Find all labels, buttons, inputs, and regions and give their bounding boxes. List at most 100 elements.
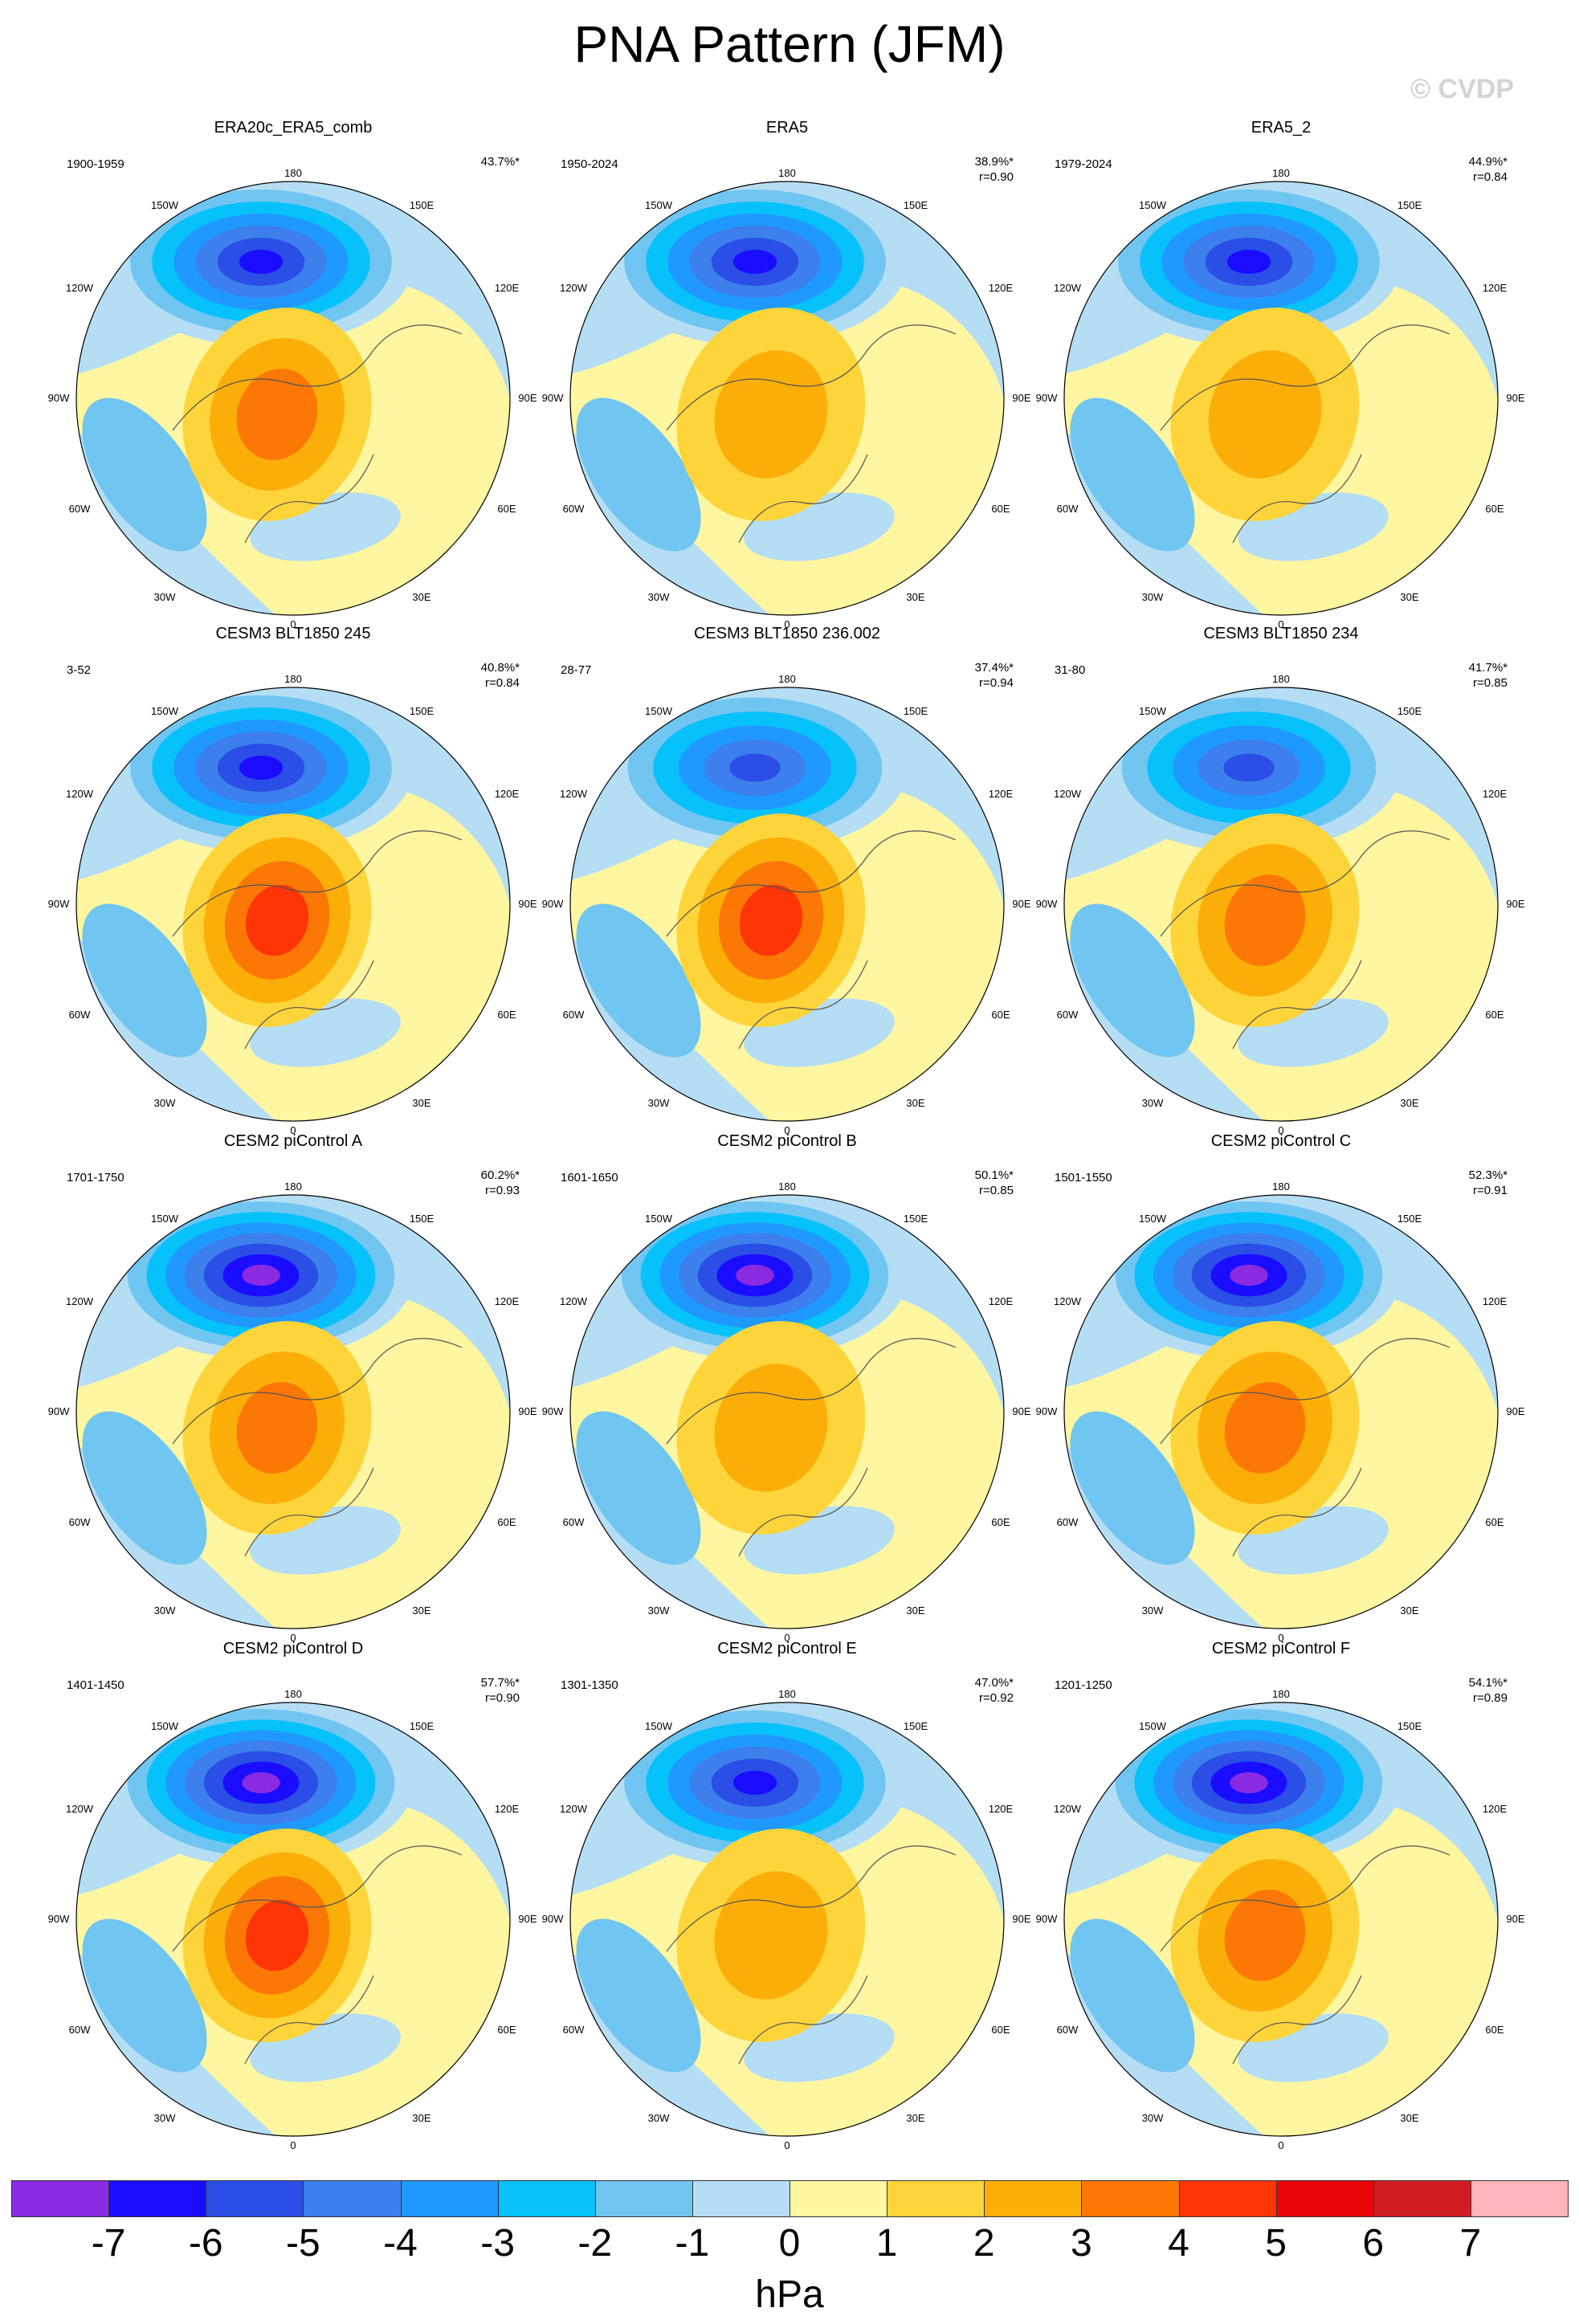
polar-map xyxy=(75,687,511,1122)
map-panel: CESM3 BLT1850 234 31-80 41.7%* r=0.85 180 0 15… xyxy=(1032,625,1530,1139)
lon-label-l1: 120W xyxy=(1054,788,1081,800)
page-title: PNA Pattern (JFM) xyxy=(573,15,1006,73)
lon-label-l2: 90W xyxy=(541,1913,564,1925)
lon-label-ur: 150E xyxy=(903,705,928,717)
panel-stats: 54.1%* r=0.89 xyxy=(1469,1675,1508,1706)
lon-label-r3: 60E xyxy=(1485,1009,1504,1021)
colorbar-tick: -4 xyxy=(383,2222,418,2265)
lon-label-bl: 30W xyxy=(647,591,670,603)
lon-label-ul: 150W xyxy=(151,1213,178,1225)
pacific-low xyxy=(602,181,908,346)
lon-label-l3: 60W xyxy=(68,1009,91,1021)
pacific-low xyxy=(108,687,414,852)
lon-label-br: 30E xyxy=(1400,2112,1419,2124)
lon-label-l1: 120W xyxy=(560,282,587,294)
lon-label-ul: 150W xyxy=(151,199,178,211)
map-panel: ERA5_2 1979-2024 44.9%* r=0.84 180 0 150W 150E 1… xyxy=(1032,119,1530,633)
pattern-correlation: r=0.90 xyxy=(979,170,1014,184)
lon-label-ul: 150W xyxy=(645,705,672,717)
lon-label-r1: 120E xyxy=(494,1295,520,1307)
polar-map xyxy=(1063,1702,1499,2137)
lon-label-r1: 120E xyxy=(988,282,1014,294)
lon-label-ur: 150E xyxy=(409,1213,435,1225)
lon-label-top: 180 xyxy=(778,673,796,685)
lon-label-r1: 120E xyxy=(988,788,1014,800)
map-boundary xyxy=(1063,1194,1499,1629)
lon-label-br: 30E xyxy=(412,1604,431,1617)
lon-label-l2: 90W xyxy=(47,1405,70,1417)
lon-label-r2: 90E xyxy=(1506,1405,1525,1417)
lon-label-l1: 120W xyxy=(560,788,587,800)
variance-percent: 40.8%* xyxy=(480,661,520,675)
colorbar-tick: 2 xyxy=(973,2222,995,2265)
colorbar-segment xyxy=(206,2180,304,2217)
colorbar-tick: 3 xyxy=(1071,2222,1092,2265)
colorbar-segment xyxy=(984,2180,1083,2217)
panel-title: CESM3 BLT1850 234 xyxy=(1203,625,1359,642)
panel-years: 1950-2024 xyxy=(561,157,618,171)
lon-label-r3: 60E xyxy=(1485,1516,1504,1528)
lon-label-bottom: 0 xyxy=(1278,1632,1284,1644)
pattern-correlation: r=0.90 xyxy=(485,1691,520,1705)
map-panel: CESM2 piControl F 1201-1250 54.1%* r=0.89 18… xyxy=(1032,1640,1530,2154)
map-boundary xyxy=(1063,687,1499,1122)
polar-map xyxy=(569,687,1005,1122)
lon-label-l3: 60W xyxy=(68,2024,91,2036)
map-panel: CESM2 piControl D 1401-1450 57.7%* r=0.90 18… xyxy=(44,1640,542,2154)
lon-label-l2: 90W xyxy=(1035,1405,1058,1417)
lon-label-ur: 150E xyxy=(903,1213,928,1225)
lon-label-top: 180 xyxy=(1272,1180,1290,1193)
colorbar-segment xyxy=(1470,2180,1569,2217)
lon-label-ur: 150E xyxy=(1397,1213,1422,1225)
map-boundary xyxy=(1063,1702,1499,2137)
lon-label-br: 30E xyxy=(906,591,925,603)
lon-label-r1: 120E xyxy=(1482,282,1508,294)
lon-label-br: 30E xyxy=(412,1097,431,1109)
cvdp-watermark: © CVDP xyxy=(1410,74,1514,104)
colorbar-tick: 6 xyxy=(1362,2222,1385,2265)
lon-label-l2: 90W xyxy=(541,1405,564,1417)
panel-years: 3-52 xyxy=(67,663,92,677)
panel-title: CESM3 BLT1850 236.002 xyxy=(693,625,880,642)
lon-label-l3: 60W xyxy=(1056,1009,1079,1021)
lon-label-bottom: 0 xyxy=(290,1632,296,1644)
lon-label-bl: 30W xyxy=(153,2112,176,2124)
lon-label-r2: 90E xyxy=(518,392,537,404)
colorbar-tick: -5 xyxy=(286,2222,320,2265)
lon-label-ur: 150E xyxy=(409,1720,435,1732)
pattern-correlation: r=0.92 xyxy=(979,1691,1014,1705)
lon-label-l1: 120W xyxy=(1054,1803,1081,1815)
polar-map xyxy=(1063,181,1499,616)
panel-title: CESM2 piControl A xyxy=(223,1132,363,1150)
lon-label-l2: 90W xyxy=(47,392,70,404)
canadian-high xyxy=(676,1829,866,2042)
panel-title: ERA20c_ERA5_comb xyxy=(214,119,373,137)
lon-label-r3: 60E xyxy=(991,1009,1010,1021)
pacific-low xyxy=(108,1702,414,1867)
lon-label-top: 180 xyxy=(778,1180,796,1193)
lon-label-br: 30E xyxy=(906,1097,925,1109)
panel-years: 1201-1250 xyxy=(1055,1678,1112,1692)
lon-label-l1: 120W xyxy=(66,1803,93,1815)
lon-label-r1: 120E xyxy=(1482,788,1508,800)
polar-map xyxy=(1063,687,1499,1122)
lon-label-top: 180 xyxy=(1272,167,1290,179)
lon-label-bottom: 0 xyxy=(784,2139,790,2151)
lon-label-ul: 150W xyxy=(645,1720,672,1732)
panel-title: ERA5_2 xyxy=(1251,119,1312,137)
lon-label-ul: 150W xyxy=(1139,1213,1166,1225)
polar-map xyxy=(75,181,511,616)
variance-percent: 47.0%* xyxy=(974,1676,1014,1690)
lon-label-bottom: 0 xyxy=(290,618,296,630)
lon-label-ul: 150W xyxy=(645,199,672,211)
panel-title: CESM3 BLT1850 245 xyxy=(215,625,371,642)
polar-map xyxy=(569,181,1005,616)
panel-years: 1301-1350 xyxy=(561,1678,618,1692)
lon-label-l3: 60W xyxy=(1056,1516,1079,1528)
colorbar-segment xyxy=(497,2180,596,2217)
panel-years: 1701-1750 xyxy=(67,1171,124,1184)
colorbar-tick: -1 xyxy=(675,2222,710,2265)
colorbar-segment xyxy=(790,2180,888,2217)
pattern-correlation: r=0.84 xyxy=(1473,170,1508,184)
lon-label-ul: 150W xyxy=(151,705,178,717)
